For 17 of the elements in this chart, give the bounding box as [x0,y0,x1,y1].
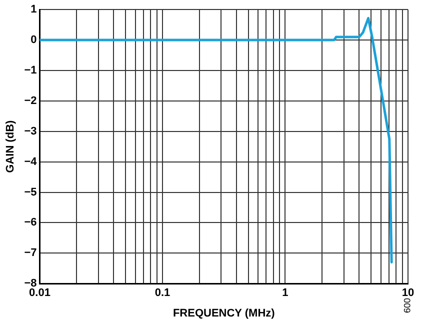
y-tick-label: −6 [24,216,37,229]
x-tick-label: 1 [282,287,288,300]
y-tick-label: −1 [24,64,37,77]
text: 009 [402,298,412,314]
y-tick-label: −4 [24,156,38,168]
y-tick-label: −8 [24,278,37,290]
y-tick-label: 1 [30,4,37,16]
y-axis-title: GAIN (dB) [4,120,17,173]
y-tick-label: −3 [24,125,37,138]
y-tick-label: −2 [24,94,37,107]
y-tick-label: −7 [24,247,37,260]
x-axis-title: FREQUENCY (MHz) [172,307,276,320]
x-tick-label: 10 [402,287,414,300]
x-tick-label: 0.01 [29,287,50,300]
y-tick-label: 0 [30,34,37,46]
x-tick-label: 0.1 [154,287,170,300]
y-tick-label: −5 [24,186,37,198]
